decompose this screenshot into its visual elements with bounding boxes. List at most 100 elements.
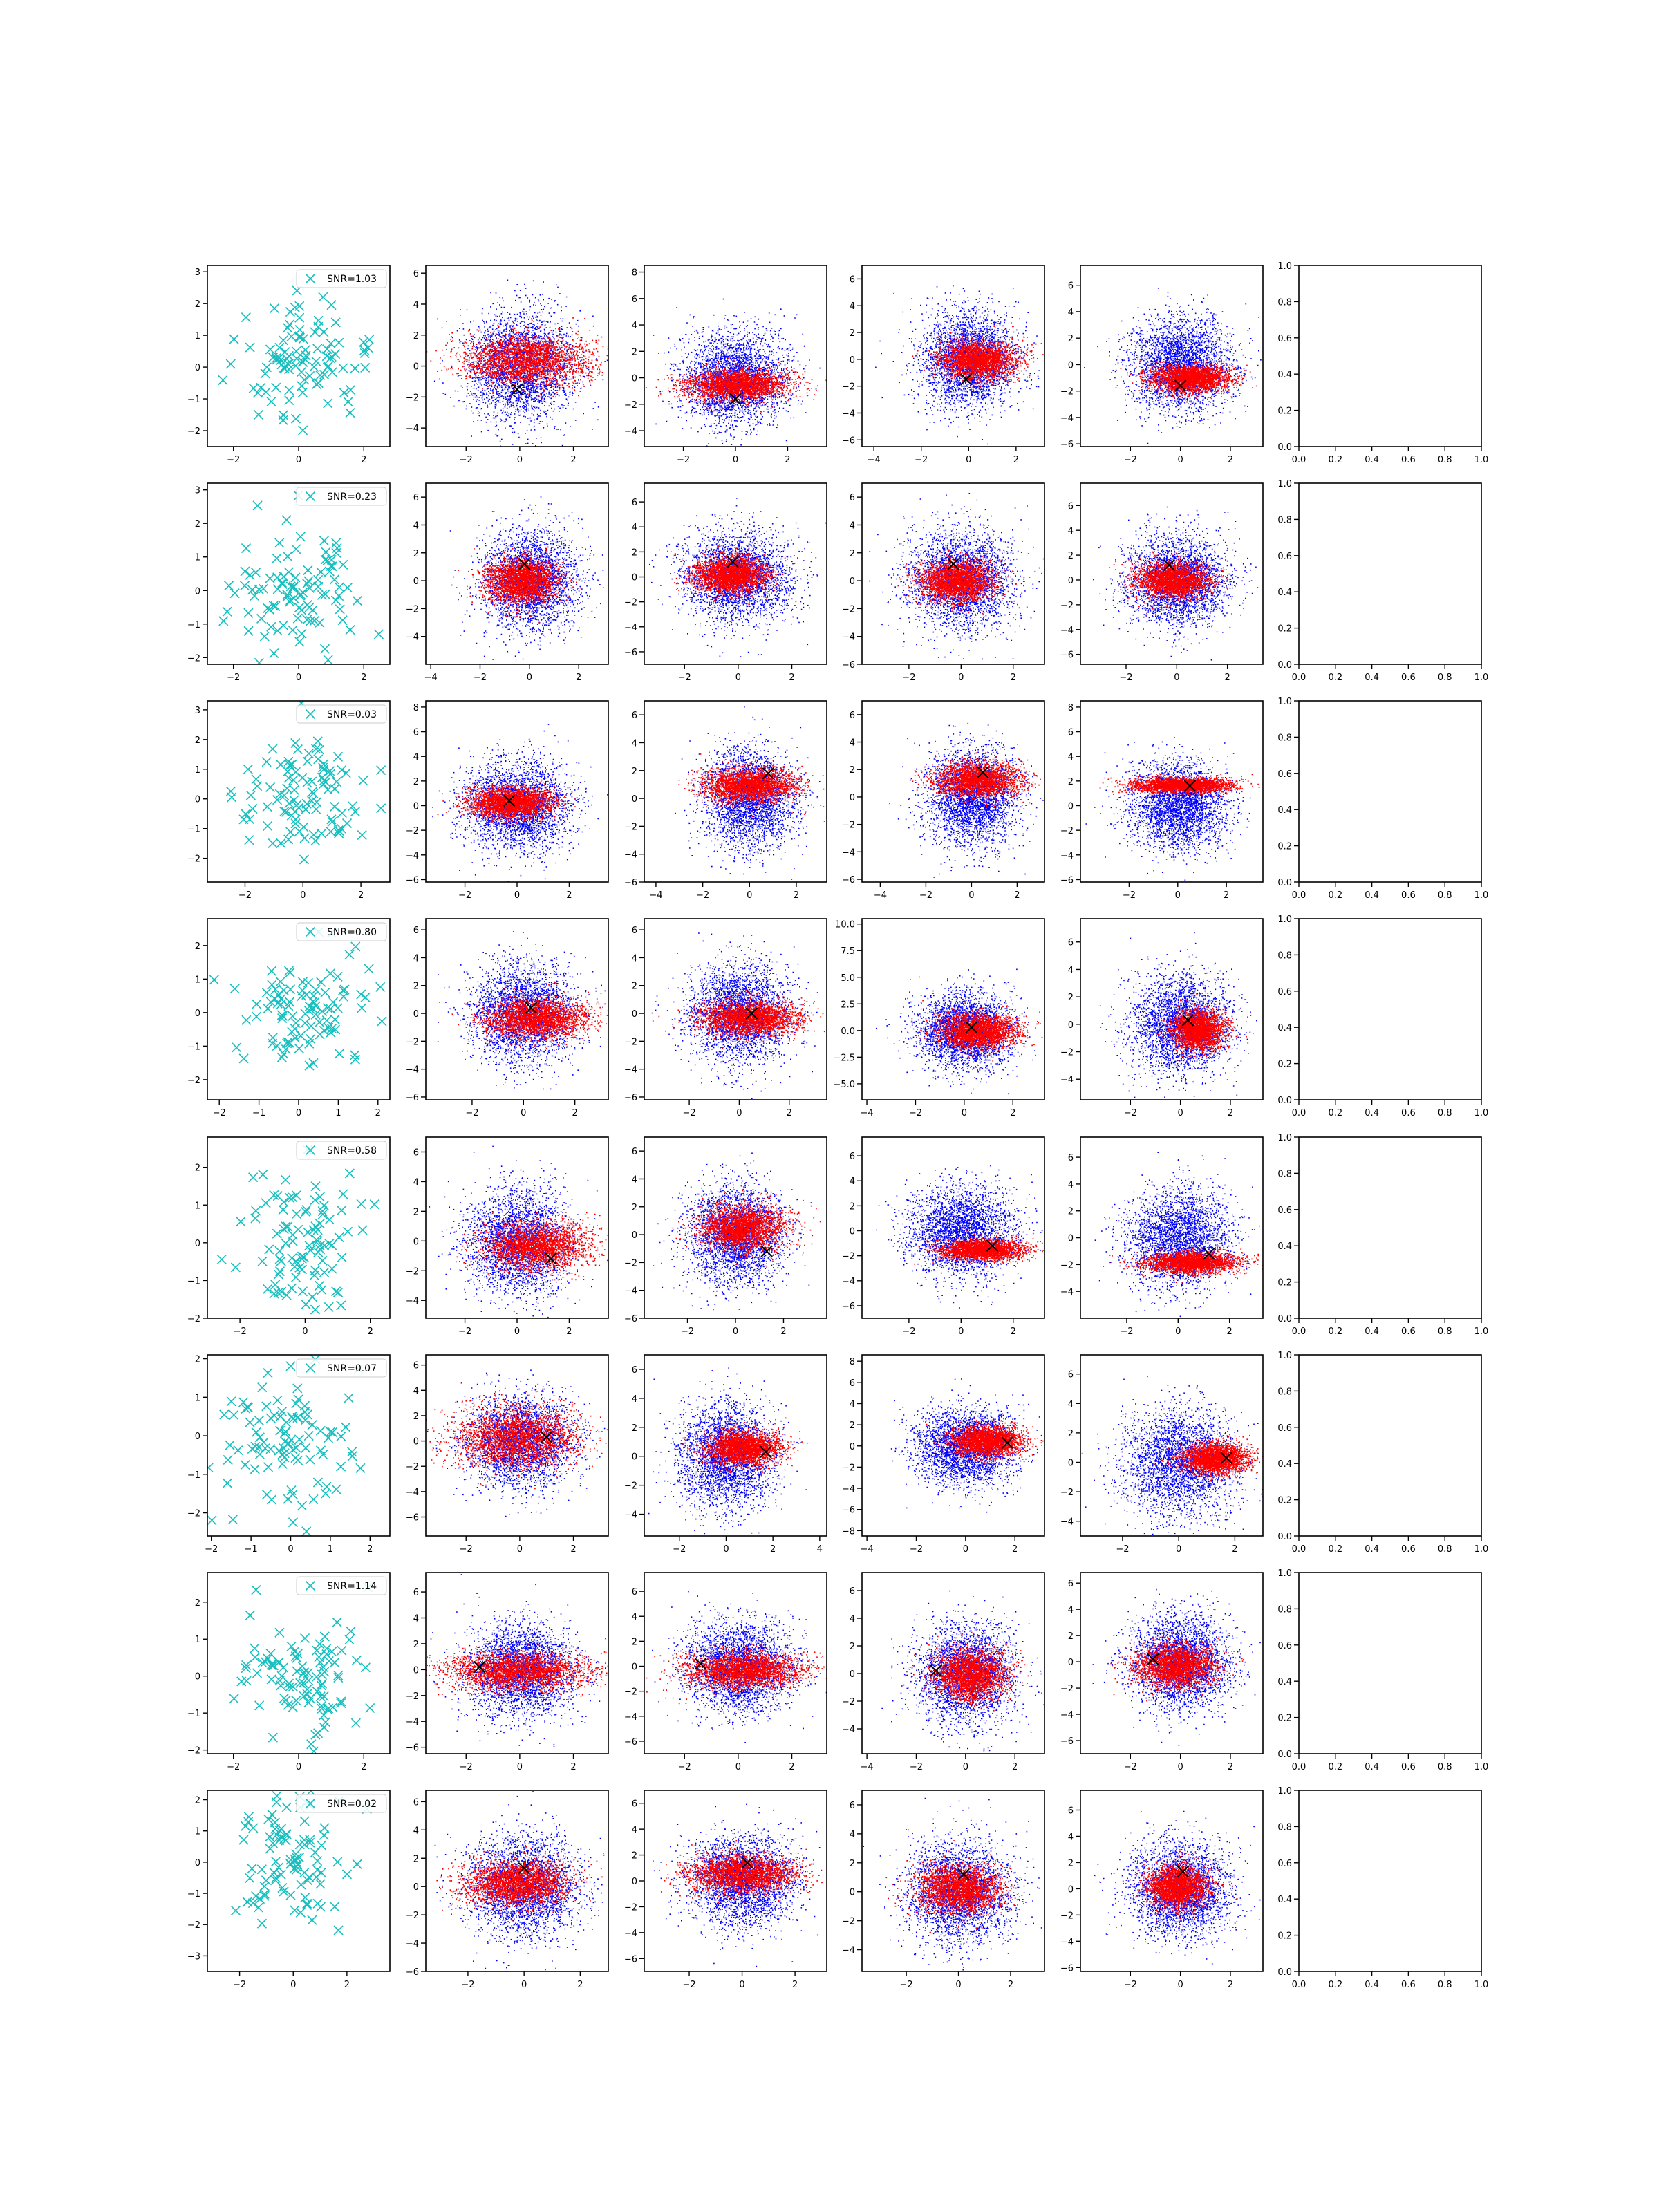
x-tick-label: 4 xyxy=(817,1544,823,1555)
x-tick-label: 0.4 xyxy=(1365,1327,1379,1337)
x-tick-label: 0.8 xyxy=(1438,1108,1452,1118)
x-tick-label: 0.4 xyxy=(1365,673,1379,683)
y-tick-label: −4 xyxy=(1060,413,1074,424)
legend: SNR=0.23 xyxy=(297,487,386,505)
legend: SNR=1.03 xyxy=(297,270,386,288)
x-tick-label: 0.2 xyxy=(1328,890,1342,901)
x-tick-label: 0.4 xyxy=(1365,1544,1379,1555)
x-tick-label: 0.6 xyxy=(1401,1544,1416,1555)
y-tick-label: −4 xyxy=(624,1510,637,1521)
y-tick-label: −6 xyxy=(624,1954,637,1965)
y-tick-label: −1 xyxy=(187,1470,200,1481)
x-tick-label: 0 xyxy=(302,1327,308,1337)
y-tick-label: −4 xyxy=(842,632,855,643)
x-tick-label: −4 xyxy=(424,673,438,683)
y-tick-label: −4 xyxy=(1060,626,1074,636)
x-tick-label: 1.0 xyxy=(1474,890,1489,901)
x-tick-label: 2 xyxy=(1228,1980,1233,1990)
y-tick-label: 0 xyxy=(1068,576,1074,586)
y-tick-label: 0 xyxy=(1068,1658,1074,1668)
y-tick-label: 0 xyxy=(632,1009,637,1020)
y-tick-label: 0.8 xyxy=(1277,1387,1292,1397)
legend-label: SNR=0.58 xyxy=(327,1145,377,1156)
y-tick-label: 2 xyxy=(632,1851,637,1862)
y-tick-label: 0.4 xyxy=(1277,1895,1292,1905)
y-tick-label: 6 xyxy=(850,1586,855,1597)
x-tick-label: 1 xyxy=(335,1108,341,1118)
y-tick-label: 0 xyxy=(1068,1234,1074,1244)
y-tick-label: 4 xyxy=(850,521,855,531)
x-tick-label: 0.2 xyxy=(1328,673,1342,683)
x-tick-label: 0 xyxy=(962,1108,967,1118)
y-tick-label: 0.4 xyxy=(1277,370,1292,380)
y-tick-label: 6 xyxy=(413,1797,419,1808)
y-tick-label: −4 xyxy=(624,1065,637,1076)
y-tick-label: 6 xyxy=(632,1147,637,1157)
y-tick-label: 4 xyxy=(850,738,855,749)
y-tick-label: 1 xyxy=(195,331,200,341)
y-tick-label: 1 xyxy=(195,1393,200,1403)
y-tick-label: 2 xyxy=(413,1412,419,1422)
y-tick-label: −6 xyxy=(406,1743,419,1754)
y-tick-label: −2 xyxy=(842,1252,855,1262)
y-tick-label: −6 xyxy=(1060,650,1074,661)
x-tick-label: −2 xyxy=(233,1980,246,1990)
x-tick-label: −2 xyxy=(458,890,471,901)
y-tick-label: 0 xyxy=(413,577,419,587)
x-tick-label: 0 xyxy=(723,1544,729,1555)
y-tick-label: 0.8 xyxy=(1277,1604,1292,1615)
x-tick-label: 2 xyxy=(1014,890,1020,901)
x-tick-label: 1.0 xyxy=(1474,1108,1489,1118)
y-tick-label: 0.0 xyxy=(1277,1750,1292,1760)
x-tick-label: −2 xyxy=(234,1327,247,1337)
y-tick-label: 6 xyxy=(1068,1370,1074,1380)
y-tick-label: 0 xyxy=(1068,801,1074,812)
y-tick-label: 4 xyxy=(1068,1180,1074,1190)
y-tick-label: −2 xyxy=(624,400,637,411)
y-tick-label: 1.0 xyxy=(1277,697,1292,707)
x-tick-label: 0.6 xyxy=(1401,1327,1416,1337)
y-tick-label: 0 xyxy=(850,1669,855,1680)
y-tick-label: 4 xyxy=(850,1830,855,1840)
y-tick-label: −1 xyxy=(187,1889,200,1900)
x-tick-label: 0 xyxy=(963,1544,968,1555)
y-tick-label: 8 xyxy=(850,1357,855,1367)
legend: SNR=1.14 xyxy=(297,1577,386,1595)
x-tick-label: 2 xyxy=(789,1762,794,1772)
x-tick-label: 0.2 xyxy=(1328,1327,1342,1337)
y-tick-label: 0 xyxy=(632,794,637,805)
y-tick-label: 0.4 xyxy=(1277,805,1292,816)
x-tick-label: 0.2 xyxy=(1328,1544,1342,1555)
y-tick-label: 4 xyxy=(413,752,419,762)
y-tick-label: 6 xyxy=(632,1799,637,1810)
y-tick-label: 2 xyxy=(413,331,419,341)
x-tick-label: −4 xyxy=(860,1108,873,1118)
y-tick-label: 0 xyxy=(632,374,637,384)
x-tick-label: 0.4 xyxy=(1365,890,1379,901)
y-tick-label: 4 xyxy=(413,521,419,531)
y-tick-label: 4 xyxy=(632,1612,637,1622)
y-tick-label: 3 xyxy=(195,268,200,278)
y-tick-label: 4 xyxy=(1068,526,1074,536)
y-tick-label: 2 xyxy=(1068,1631,1074,1642)
y-tick-label: 4 xyxy=(850,1614,855,1624)
y-tick-label: 0.2 xyxy=(1277,1278,1292,1288)
y-tick-label: −2 xyxy=(187,854,200,865)
x-tick-label: 0 xyxy=(296,455,301,465)
y-tick-label: −2 xyxy=(624,1687,637,1698)
y-tick-label: −2.5 xyxy=(833,1053,855,1063)
y-tick-label: 3 xyxy=(195,706,200,716)
y-tick-label: −6 xyxy=(406,1967,419,1978)
legend-label: SNR=0.07 xyxy=(327,1363,377,1374)
y-tick-label: 1 xyxy=(195,1635,200,1645)
y-tick-label: −2 xyxy=(1060,826,1074,836)
x-tick-label: 0 xyxy=(521,1108,526,1118)
x-tick-label: 2 xyxy=(1008,1980,1013,1990)
y-tick-label: 2 xyxy=(1068,1207,1074,1217)
legend: SNR=0.02 xyxy=(297,1794,386,1812)
x-tick-label: −4 xyxy=(868,455,881,465)
y-tick-label: −6 xyxy=(624,1737,637,1747)
y-tick-label: −4 xyxy=(1060,1937,1074,1947)
y-tick-label: −4 xyxy=(406,1065,419,1076)
y-tick-label: 0 xyxy=(195,1858,200,1868)
